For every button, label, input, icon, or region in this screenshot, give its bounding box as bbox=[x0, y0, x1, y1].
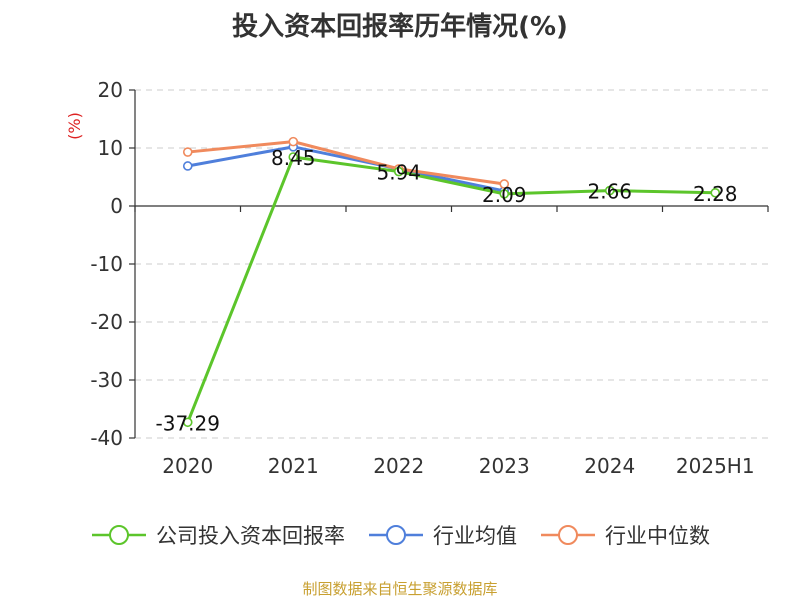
legend-label: 公司投入资本回报率 bbox=[156, 524, 345, 548]
legend-marker-icon bbox=[369, 525, 423, 545]
data-point bbox=[393, 166, 404, 177]
y-tick-label: 0 bbox=[110, 194, 123, 218]
legend-item[interactable]: 行业中位数 bbox=[539, 520, 710, 550]
x-tick-label: 2021 bbox=[268, 454, 319, 478]
data-label: 2.66 bbox=[587, 180, 632, 204]
data-point bbox=[499, 189, 510, 199]
legend-circle bbox=[109, 525, 129, 545]
data-point bbox=[182, 417, 193, 428]
data-label: 8.45 bbox=[271, 146, 316, 170]
data-point bbox=[288, 136, 299, 147]
legend-circle bbox=[386, 525, 406, 545]
y-tick-label: -30 bbox=[90, 368, 123, 392]
data-label: 2.28 bbox=[693, 182, 738, 206]
legend-marker-icon bbox=[92, 525, 146, 545]
data-point bbox=[182, 147, 193, 157]
series-line bbox=[187, 140, 505, 186]
data-point bbox=[182, 161, 193, 171]
y-tick-label: -20 bbox=[90, 310, 123, 334]
chart-plot: 20 10 0 -10 -20 -30 -40 (%) 2020 2021 2022 2023 2024… bbox=[65, 78, 769, 478]
x-tick-label: 2025H1 bbox=[676, 454, 755, 478]
data-point bbox=[604, 185, 615, 196]
x-tick-label: 2020 bbox=[162, 454, 213, 478]
y-tick-label: -40 bbox=[90, 426, 123, 450]
data-label: -37.29 bbox=[156, 411, 220, 435]
legend-marker-icon bbox=[541, 525, 595, 545]
chart-title: 投入资本回报率历年情况(%) bbox=[232, 12, 568, 42]
data-label: 2.09 bbox=[482, 183, 527, 207]
x-tick-label: 2023 bbox=[479, 454, 530, 478]
x-tick-label: 2022 bbox=[373, 454, 424, 478]
legend-label: 行业均值 bbox=[433, 524, 517, 548]
legend-label: 行业中位数 bbox=[605, 524, 710, 548]
y-tick-label: -10 bbox=[90, 252, 123, 276]
legend-item[interactable]: 行业均值 bbox=[367, 520, 517, 550]
y-axis-label: (%) bbox=[65, 112, 84, 140]
data-label: 5.94 bbox=[376, 161, 421, 185]
data-point bbox=[499, 179, 510, 189]
source-note: 制图数据来自恒生聚源数据库 bbox=[302, 580, 498, 598]
series-line bbox=[186, 155, 716, 423]
legend-circle bbox=[558, 525, 578, 545]
data-point bbox=[710, 187, 721, 198]
data-point bbox=[288, 152, 299, 162]
legend: 公司投入资本回报率 行业均值 行业中位数 bbox=[0, 520, 800, 550]
y-tick-label: 10 bbox=[98, 136, 123, 160]
legend-item[interactable]: 公司投入资本回报率 bbox=[90, 520, 345, 550]
x-tick-label: 2024 bbox=[584, 454, 635, 478]
y-tick-label: 20 bbox=[98, 78, 123, 102]
